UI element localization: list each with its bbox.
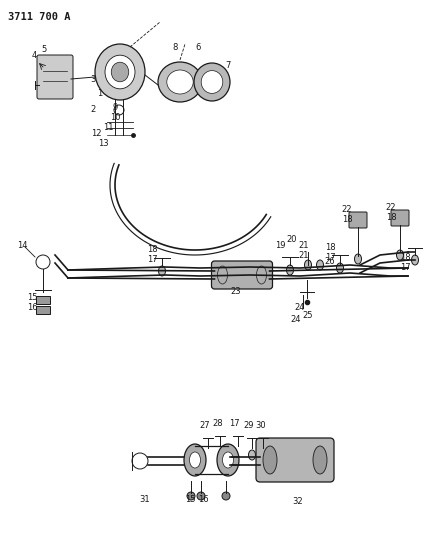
Circle shape (187, 492, 195, 500)
Ellipse shape (95, 44, 145, 100)
Text: 5: 5 (42, 44, 47, 53)
Text: 6: 6 (195, 43, 201, 52)
Text: 26: 26 (325, 257, 335, 266)
FancyBboxPatch shape (349, 212, 367, 228)
FancyBboxPatch shape (391, 210, 409, 226)
Ellipse shape (223, 452, 234, 468)
Text: 1: 1 (98, 88, 103, 98)
Text: 16: 16 (27, 303, 37, 312)
Ellipse shape (286, 265, 294, 275)
Text: 20: 20 (287, 236, 297, 245)
Text: 17: 17 (400, 263, 410, 272)
Text: 17: 17 (147, 254, 158, 263)
Ellipse shape (158, 62, 202, 102)
Ellipse shape (396, 250, 404, 260)
Circle shape (197, 492, 205, 500)
Text: 12: 12 (91, 128, 101, 138)
Ellipse shape (304, 260, 312, 270)
Text: 15: 15 (27, 294, 37, 303)
Ellipse shape (336, 263, 344, 273)
Text: 31: 31 (140, 496, 150, 505)
FancyBboxPatch shape (37, 55, 73, 99)
Ellipse shape (201, 70, 223, 93)
Text: 7: 7 (225, 61, 231, 69)
Text: 22: 22 (342, 206, 352, 214)
Ellipse shape (158, 266, 166, 276)
Text: 15: 15 (185, 496, 195, 505)
Text: 29: 29 (244, 421, 254, 430)
Text: 11: 11 (103, 123, 113, 132)
Text: 21: 21 (299, 240, 309, 249)
Text: 18: 18 (386, 214, 396, 222)
Ellipse shape (316, 260, 324, 270)
Bar (36, 296, 50, 304)
Text: 9: 9 (113, 103, 118, 112)
Text: 17: 17 (229, 419, 239, 429)
FancyBboxPatch shape (211, 261, 273, 289)
Text: 21: 21 (299, 251, 309, 260)
Text: 18: 18 (147, 245, 158, 254)
Ellipse shape (111, 62, 129, 82)
Text: 24: 24 (295, 303, 305, 312)
Text: 4: 4 (31, 52, 37, 61)
Text: 28: 28 (213, 419, 223, 429)
Bar (36, 306, 50, 314)
Ellipse shape (105, 55, 135, 89)
Text: 22: 22 (386, 204, 396, 213)
Ellipse shape (313, 446, 327, 474)
Ellipse shape (217, 444, 239, 476)
Circle shape (222, 492, 230, 500)
Text: 13: 13 (98, 139, 108, 148)
Text: 16: 16 (198, 496, 208, 505)
Ellipse shape (167, 70, 193, 94)
Text: 10: 10 (110, 112, 120, 122)
Text: 18: 18 (342, 215, 352, 224)
Text: 18: 18 (325, 244, 335, 253)
FancyBboxPatch shape (256, 438, 334, 482)
Ellipse shape (263, 446, 277, 474)
Ellipse shape (194, 63, 230, 101)
Text: 3: 3 (90, 76, 96, 85)
Text: 18: 18 (400, 254, 410, 262)
Text: 25: 25 (303, 311, 313, 320)
Text: 2: 2 (90, 106, 95, 115)
Ellipse shape (190, 452, 200, 468)
Text: 14: 14 (17, 240, 27, 249)
Text: 8: 8 (172, 43, 178, 52)
Text: 30: 30 (256, 421, 266, 430)
Ellipse shape (354, 254, 362, 264)
Text: 19: 19 (275, 240, 285, 249)
Text: 23: 23 (231, 287, 241, 296)
Text: 17: 17 (325, 254, 335, 262)
Ellipse shape (249, 450, 256, 460)
Text: 32: 32 (293, 497, 303, 506)
Ellipse shape (411, 255, 419, 265)
Text: 24: 24 (291, 316, 301, 325)
Text: 3711 700 A: 3711 700 A (8, 12, 71, 22)
Ellipse shape (184, 444, 206, 476)
Text: 27: 27 (200, 422, 210, 431)
